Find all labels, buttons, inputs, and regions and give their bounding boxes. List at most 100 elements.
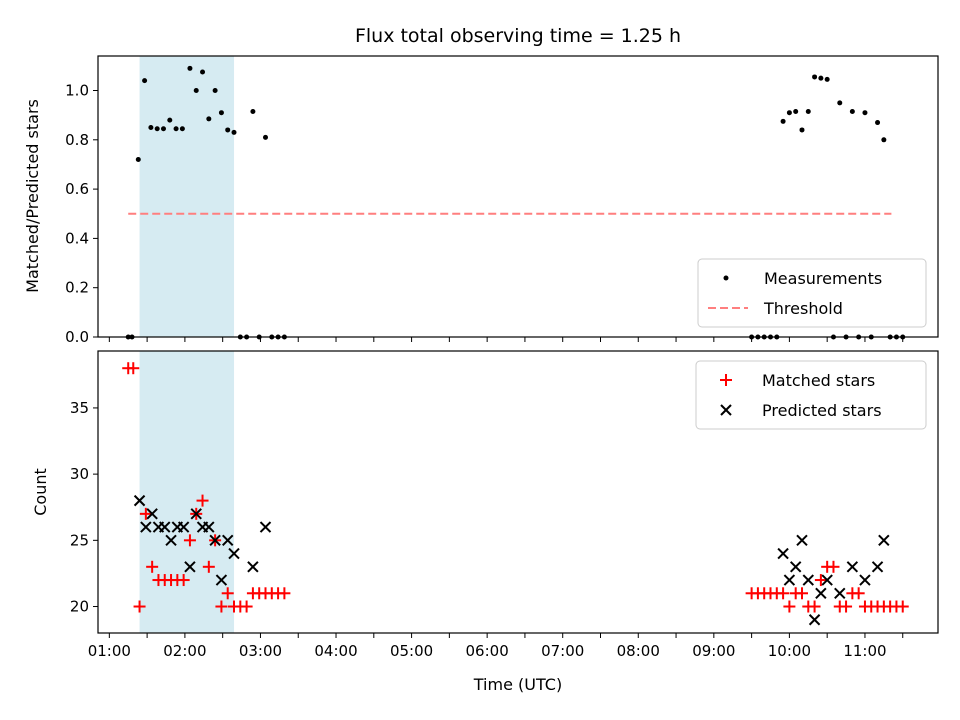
measurement-point xyxy=(786,110,792,116)
x-tick-label: 08:00 xyxy=(617,642,660,660)
matched-star-point xyxy=(177,574,190,587)
predicted-star-point xyxy=(165,534,177,547)
top-legend-box xyxy=(697,258,927,328)
predicted-star-point xyxy=(783,574,796,586)
top-plot-frame xyxy=(97,55,939,338)
legend-measurements-label: Measurements xyxy=(764,269,882,288)
x-tick-label: 06:00 xyxy=(466,642,509,660)
legend-matched-marker xyxy=(720,374,732,386)
x-tick-label: 09:00 xyxy=(692,642,735,660)
legend-matched-label: Matched stars xyxy=(762,371,875,390)
x-tick-label: 03:00 xyxy=(239,642,282,660)
bottom-legend: Matched stars Predicted stars xyxy=(695,360,927,430)
x-tick-label: 05:00 xyxy=(390,642,433,660)
top-y-tick-label: 0.4 xyxy=(65,229,89,247)
measurement-point xyxy=(148,124,154,130)
measurement-point xyxy=(160,126,166,132)
measurement-point xyxy=(881,137,887,143)
matched-star-point xyxy=(808,600,821,613)
measurement-point xyxy=(837,100,843,106)
bottom-y-ticks: 20 25 30 35 xyxy=(70,399,98,616)
measurement-point xyxy=(173,126,179,132)
x-tick-label: 01:00 xyxy=(88,642,131,660)
matched-star-point xyxy=(139,507,152,520)
predicted-star-point xyxy=(796,534,808,547)
predicted-star-point xyxy=(190,508,202,520)
top-y-axis-label: Matched/Predicted stars xyxy=(23,99,42,293)
legend-measurements-marker xyxy=(723,275,729,281)
measurement-point xyxy=(231,129,237,135)
top-legend: Measurements Threshold xyxy=(697,258,927,328)
measurement-point xyxy=(262,134,268,140)
bottom-plot-frame xyxy=(97,350,939,634)
predicted-star-point xyxy=(133,494,146,507)
predicted-star-point xyxy=(140,521,152,533)
matched-star-point xyxy=(202,560,215,573)
measurement-point xyxy=(206,116,212,122)
measurement-point xyxy=(875,120,881,126)
top-highlight-span xyxy=(139,56,235,337)
measurement-point xyxy=(218,110,224,116)
matched-star-point xyxy=(814,574,827,587)
bottom-y-axis-label: Count xyxy=(31,468,50,516)
matched-star-point xyxy=(783,600,796,613)
matched-star-point xyxy=(795,587,808,600)
predicted-star-point xyxy=(247,561,259,573)
matched-star-point xyxy=(221,587,234,600)
matched-star-point xyxy=(196,494,209,507)
measurement-point xyxy=(812,74,818,80)
measurement-point xyxy=(135,157,141,163)
legend-predicted-marker xyxy=(720,404,732,416)
predicted-star-point xyxy=(808,614,821,626)
predicted-star-point xyxy=(203,521,215,533)
measurement-point xyxy=(799,127,805,133)
predicted-star-point xyxy=(228,547,240,560)
bottom-y-tick-label: 35 xyxy=(70,399,89,417)
bottom-highlight-span xyxy=(139,351,235,633)
measurement-point xyxy=(824,76,830,82)
predicted-star-point xyxy=(209,534,221,547)
x-tick-label: 10:00 xyxy=(768,642,811,660)
predicted-star-point xyxy=(821,574,833,586)
measurement-point xyxy=(805,108,811,114)
top-y-tick-label: 0.2 xyxy=(65,279,89,297)
predicted-star-point xyxy=(222,534,234,547)
top-y-tick-label: 0.8 xyxy=(65,131,89,149)
measurement-point xyxy=(167,117,173,123)
measurement-point xyxy=(187,65,193,71)
x-tick-label: 07:00 xyxy=(541,642,584,660)
measurement-point xyxy=(200,69,206,75)
measurement-point xyxy=(793,108,799,114)
predicted-star-point xyxy=(215,574,228,586)
top-y-ticks: 0.0 0.2 0.4 0.6 0.8 1.0 xyxy=(65,82,98,346)
measurement-point xyxy=(225,127,231,133)
chart-title: Flux total observing time = 1.25 h xyxy=(355,25,681,47)
predicted-star-point xyxy=(146,508,158,520)
bottom-y-tick-label: 25 xyxy=(70,531,89,549)
measurement-point xyxy=(250,108,256,114)
legend-predicted-label: Predicted stars xyxy=(762,401,882,420)
matched-star-point xyxy=(852,587,865,600)
top-panel: 0.0 0.2 0.4 0.6 0.8 1.0 Matched/Predicted sta… xyxy=(23,55,939,346)
x-tick-label: 02:00 xyxy=(163,642,206,660)
predicted-star-point xyxy=(871,561,884,573)
predicted-star-point xyxy=(834,587,846,599)
matched-star-point xyxy=(133,600,146,613)
matched-star-point xyxy=(777,587,790,600)
predicted-star-point xyxy=(802,574,814,586)
predicted-stars-points xyxy=(133,494,890,626)
x-tick-label: 11:00 xyxy=(843,642,886,660)
bottom-x-ticks: 01:00 02:00 03:00 04:00 05:00 06:00 07:00 08:00… xyxy=(88,633,904,660)
measurement-point xyxy=(849,108,855,114)
matched-star-point xyxy=(127,362,140,375)
matched-star-point xyxy=(215,600,228,613)
predicted-star-point xyxy=(184,561,196,573)
predicted-star-point xyxy=(846,561,859,573)
top-y-tick-label: 1.0 xyxy=(65,82,89,100)
measurement-point xyxy=(780,118,786,124)
x-axis-label: Time (UTC) xyxy=(473,675,562,694)
measurement-point xyxy=(142,78,148,84)
measurement-point xyxy=(154,126,160,132)
